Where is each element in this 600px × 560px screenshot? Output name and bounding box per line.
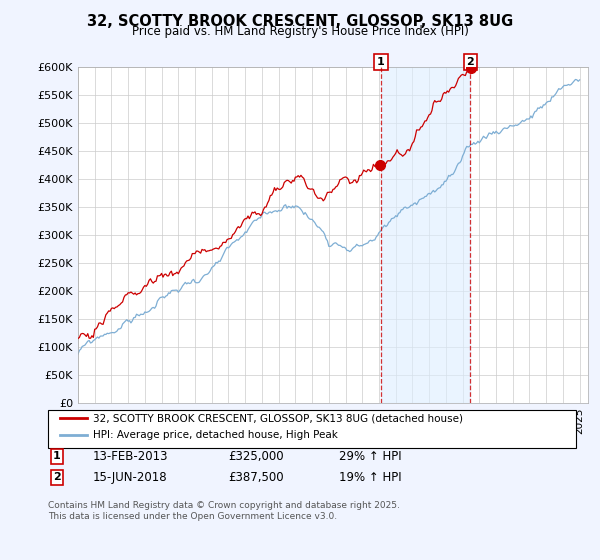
Text: Contains HM Land Registry data © Crown copyright and database right 2025.
This d: Contains HM Land Registry data © Crown c… [48,501,400,521]
Bar [381,67,470,403]
Text: 32, SCOTTY BROOK CRESCENT, GLOSSOP, SK13 8UG: 32, SCOTTY BROOK CRESCENT, GLOSSOP, SK13… [87,14,513,29]
Text: 29% ↑ HPI: 29% ↑ HPI [339,450,401,463]
Text: 19% ↑ HPI: 19% ↑ HPI [339,470,401,484]
Text: £387,500: £387,500 [228,470,284,484]
Text: 1: 1 [53,451,61,461]
Text: 13-FEB-2013: 13-FEB-2013 [93,450,169,463]
Text: 2: 2 [466,57,474,67]
Text: HPI: Average price, detached house, High Peak: HPI: Average price, detached house, High… [93,430,338,440]
Text: £325,000: £325,000 [228,450,284,463]
Text: 2: 2 [53,472,61,482]
Text: 1: 1 [377,57,385,67]
Text: 15-JUN-2018: 15-JUN-2018 [93,470,167,484]
Text: 32, SCOTTY BROOK CRESCENT, GLOSSOP, SK13 8UG (detached house): 32, SCOTTY BROOK CRESCENT, GLOSSOP, SK13… [93,413,463,423]
Text: Price paid vs. HM Land Registry's House Price Index (HPI): Price paid vs. HM Land Registry's House … [131,25,469,38]
